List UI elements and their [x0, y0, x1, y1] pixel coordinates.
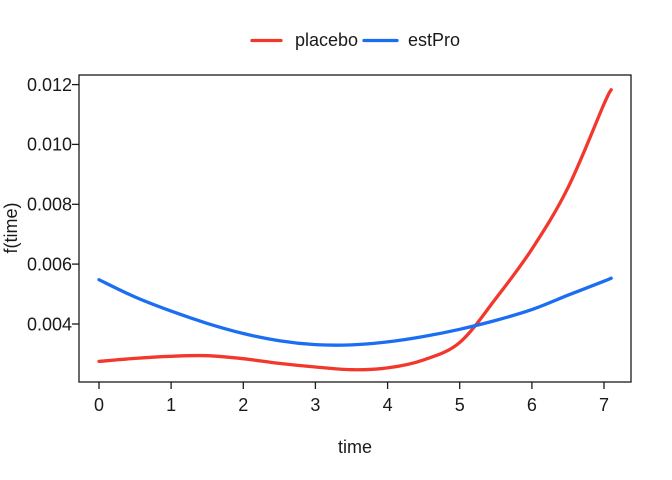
x-axis-title: time: [338, 437, 372, 457]
series-line-placebo: [97, 88, 613, 372]
x-tick-label: 3: [310, 395, 320, 415]
x-tick-label: 5: [455, 395, 465, 415]
y-tick-label: 0.008: [27, 195, 72, 215]
y-tick-label: 0.010: [27, 135, 72, 155]
legend-label-placebo: placebo: [295, 30, 358, 50]
plot-border: [78, 74, 632, 383]
x-tick-label: 2: [238, 395, 248, 415]
x-tick-label: 7: [599, 395, 609, 415]
y-tick-label: 0.004: [27, 314, 72, 334]
x-tick-label: 4: [383, 395, 393, 415]
x-tick-label: 1: [166, 395, 176, 415]
series-line-estPro: [97, 276, 613, 347]
x-tick-label: 0: [94, 395, 104, 415]
legend-label-estPro: estPro: [408, 30, 460, 50]
y-tick-label: 0.012: [27, 75, 72, 95]
x-tick-label: 6: [527, 395, 537, 415]
y-tick-label: 0.006: [27, 254, 72, 274]
y-axis-title: f(time): [1, 203, 21, 254]
